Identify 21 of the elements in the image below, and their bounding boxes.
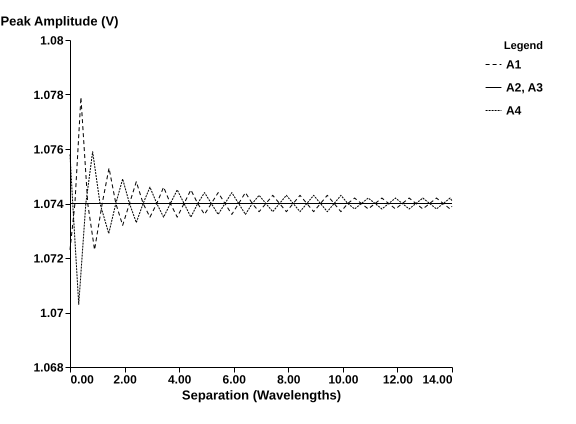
y-tick-label: 1.072	[33, 252, 64, 266]
legend-title: Legend	[504, 40, 543, 52]
x-axis-title: Separation (Wavelengths)	[182, 388, 342, 402]
x-tick-label: 0.00	[70, 372, 94, 386]
y-tick-label: 1.068	[33, 360, 64, 374]
x-tick-label: 12.00	[382, 372, 414, 386]
x-tick-label: 6.00	[222, 372, 246, 386]
y-axis-title: Peak Amplitude (V)	[0, 14, 118, 28]
y-tick-label: 1.074	[33, 197, 64, 211]
y-tick-label: 1.07	[40, 306, 64, 320]
x-tick-label: 4.00	[168, 372, 192, 386]
y-tick-label: 1.08	[40, 34, 64, 48]
x-tick-label: 14.00	[422, 372, 453, 386]
x-tick-label: 8.00	[277, 372, 301, 386]
legend-label: A4	[506, 104, 522, 118]
y-tick-label: 1.076	[33, 142, 64, 156]
y-tick-label: 1.078	[33, 88, 64, 102]
legend-label: A1	[506, 58, 522, 72]
x-tick-label: 10.00	[328, 372, 359, 386]
x-tick-label: 2.00	[113, 372, 138, 386]
legend-label: A2, A3	[506, 80, 544, 94]
